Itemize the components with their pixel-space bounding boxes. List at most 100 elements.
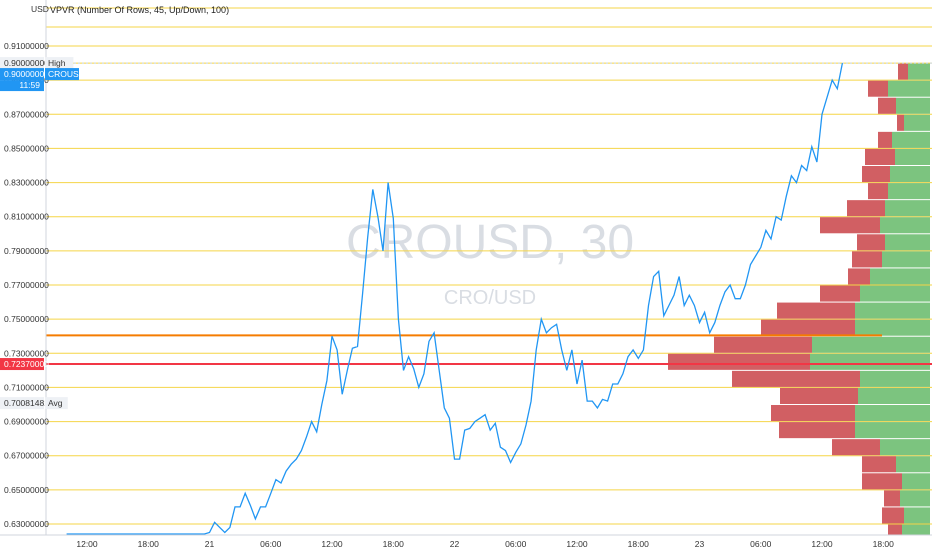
volume-bar-down	[862, 456, 896, 473]
volume-bar-down	[898, 63, 908, 80]
y-tick-label: 0.79000000	[4, 246, 49, 256]
volume-bar-up	[855, 405, 930, 422]
volume-bar-down	[780, 387, 858, 404]
volume-bar-down	[848, 268, 870, 285]
volume-bar-up	[880, 439, 930, 456]
x-tick-label: 12:00	[76, 539, 98, 549]
volume-bar-up	[895, 148, 930, 165]
volume-bar-down	[820, 217, 880, 234]
volume-bar-up	[896, 97, 930, 114]
volume-bar-up	[904, 114, 930, 131]
volume-bar-up	[888, 80, 930, 97]
x-tick-label: 18:00	[873, 539, 895, 549]
y-tick-label: 0.83000000	[4, 178, 49, 188]
high-tag-box	[0, 57, 44, 70]
volume-bar-down	[878, 97, 896, 114]
y-tick-label: 0.65000000	[4, 485, 49, 495]
avg-tag-value: 0.70081481	[4, 398, 49, 408]
volume-bar-down	[820, 285, 860, 302]
volume-bar-up	[812, 336, 930, 353]
y-tick-label: 0.75000000	[4, 314, 49, 324]
alert-tag-box	[0, 358, 44, 371]
volume-bar-up	[860, 370, 930, 387]
volume-bar-up	[860, 285, 930, 302]
y-tick-label: 0.85000000	[4, 143, 49, 153]
volume-bar-down	[868, 80, 888, 97]
volume-bar-up	[892, 131, 930, 148]
volume-bar-down	[897, 114, 904, 131]
volume-bar-down	[865, 148, 895, 165]
x-axis[interactable]: 12:00 18:00 21 06:00 12:00 18:00 22 06:00 12:00 1…	[0, 534, 932, 550]
x-tick-label: 12:00	[321, 539, 343, 549]
high-tag-value: 0.90000000	[4, 58, 49, 68]
volume-bar-up	[900, 490, 930, 507]
price-line	[66, 62, 844, 535]
current-tag-countdown-box	[0, 80, 44, 92]
indicator-title[interactable]: VPVR (Number Of Rows, 45, Up/Down, 100)	[50, 5, 230, 15]
y-tick-label: 0.71000000	[4, 382, 49, 392]
current-tag-countdown: 11:59	[19, 80, 40, 90]
current-tag-label: CROUSD	[48, 69, 85, 79]
volume-bar-up	[902, 473, 930, 490]
y-tick-label: 0.73000000	[4, 348, 49, 358]
volume-bar-up	[810, 353, 930, 370]
y-axis[interactable]: 0.910000000.890000000.870000000.85000000…	[4, 0, 49, 535]
current-tag-box	[0, 68, 44, 81]
y-tick-label: 0.77000000	[4, 280, 49, 290]
volume-bar-down	[847, 200, 885, 217]
x-tick-label: 12:00	[566, 539, 588, 549]
volume-bar-down	[878, 131, 892, 148]
x-tick-label: 18:00	[138, 539, 160, 549]
current-tag-label-box	[45, 68, 79, 81]
watermark-pair: CRO/USD	[444, 287, 536, 309]
avg-tag-label: Avg	[48, 398, 63, 408]
volume-profile	[668, 63, 930, 541]
volume-bar-up	[885, 200, 930, 217]
volume-bar-up	[904, 507, 930, 524]
volume-bar-up	[870, 268, 930, 285]
y-tick-label: 0.91000000	[4, 41, 49, 51]
watermark-symbol: CROUSD, 30	[346, 216, 634, 269]
horizontal-lines[interactable]	[46, 62, 932, 366]
volume-bar-down	[884, 490, 900, 507]
volume-bar-down	[852, 251, 882, 268]
axis-currency: USD	[31, 4, 49, 14]
y-tick-label: 0.63000000	[4, 519, 49, 529]
y-tick-label: 0.67000000	[4, 451, 49, 461]
y-tick-label: 0.87000000	[4, 109, 49, 119]
volume-bar-up	[885, 234, 930, 251]
volume-bar-up	[855, 422, 930, 439]
x-tick-label: 22	[450, 539, 460, 549]
x-tick-label: 23	[695, 539, 705, 549]
watermark: CROUSD, 30 CRO/USD	[346, 216, 634, 309]
volume-bar-down	[732, 370, 860, 387]
high-tag-label-box	[45, 57, 74, 70]
volume-bar-down	[771, 405, 855, 422]
price-series-line	[66, 62, 844, 535]
volume-bar-down	[761, 319, 855, 336]
volume-bar-up	[855, 319, 930, 336]
volume-bar-down	[862, 166, 890, 183]
x-axis-bg	[0, 535, 932, 550]
volume-bar-up	[858, 387, 930, 404]
x-tick-label: 18:00	[383, 539, 405, 549]
x-tick-label: 21	[205, 539, 215, 549]
volume-bar-up	[880, 217, 930, 234]
alert-tag-value: 0.72370000	[4, 359, 49, 369]
volume-bar-up	[890, 166, 930, 183]
x-tick-label: 06:00	[505, 539, 527, 549]
volume-bar-down	[668, 353, 810, 370]
volume-bar-up	[888, 183, 930, 200]
volume-bar-up	[882, 251, 930, 268]
y-tick-label: 0.81000000	[4, 212, 49, 222]
volume-bar-down	[857, 234, 885, 251]
y-tick-label: 0.69000000	[4, 417, 49, 427]
volume-bar-down	[882, 507, 904, 524]
gridlines	[46, 7, 932, 525]
current-tag-value: 0.90000000	[4, 69, 49, 79]
volume-bar-up	[855, 302, 930, 319]
avg-tag-box	[0, 397, 44, 410]
volume-bar-up	[908, 63, 930, 80]
volume-bar-down	[779, 422, 855, 439]
